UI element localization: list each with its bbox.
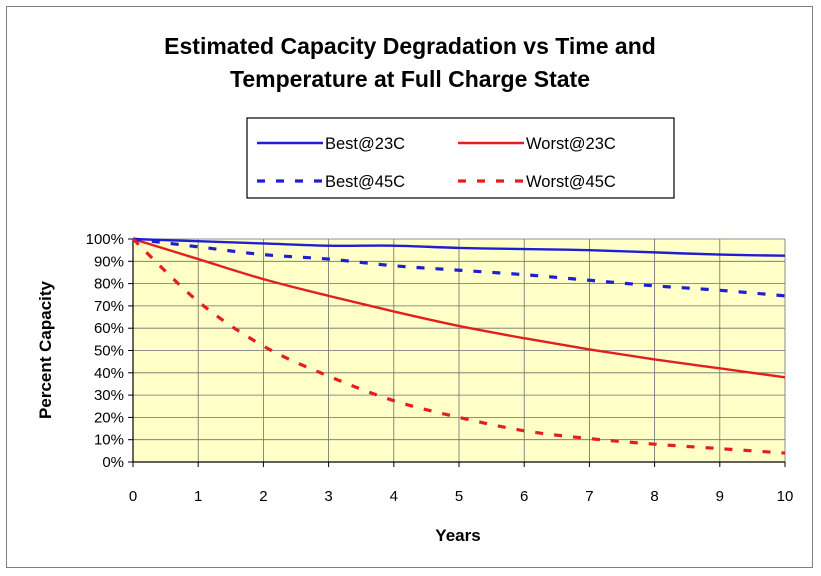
legend-label-worst-45c: Worst@45C bbox=[526, 173, 616, 191]
series-line-best-23c bbox=[132, 237, 786, 257]
x-tick-label: 10 bbox=[777, 488, 794, 505]
series-line-best-45c bbox=[132, 237, 786, 298]
y-tick-label: 30% bbox=[94, 387, 124, 404]
y-axis-title: Percent Capacity bbox=[36, 280, 55, 418]
y-tick-label: 70% bbox=[94, 298, 124, 315]
x-tick-label: 1 bbox=[194, 488, 202, 505]
y-tick-label: 60% bbox=[94, 320, 124, 337]
legend-label-best-45c: Best@45C bbox=[325, 173, 405, 191]
series-line-worst-23c bbox=[132, 237, 786, 379]
x-tick-label: 8 bbox=[650, 488, 658, 505]
x-tick-label: 4 bbox=[390, 488, 398, 505]
x-tick-label: 7 bbox=[585, 488, 593, 505]
series-lines bbox=[131, 237, 786, 455]
legend-label-worst-23c: Worst@23C bbox=[526, 135, 616, 153]
x-tick-label: 2 bbox=[259, 488, 267, 505]
y-tick-label: 100% bbox=[86, 231, 124, 248]
x-tick-label: 5 bbox=[455, 488, 463, 505]
x-tick-labels: 0 1 2 3 4 5 6 7 8 9 10 bbox=[129, 488, 794, 505]
y-tick-label: 40% bbox=[94, 365, 124, 382]
x-tick-label: 6 bbox=[520, 488, 528, 505]
x-tick-label: 3 bbox=[324, 488, 332, 505]
y-tick-label: 10% bbox=[94, 432, 124, 449]
axes bbox=[128, 238, 786, 467]
legend-label-best-23c: Best@23C bbox=[325, 135, 405, 153]
x-tick-label: 9 bbox=[716, 488, 724, 505]
y-tick-label: 20% bbox=[94, 409, 124, 426]
y-tick-label: 50% bbox=[94, 343, 124, 360]
legend: Best@23C Worst@23C Best@45C Worst@45C bbox=[246, 117, 675, 199]
chart-title-line-1: Estimated Capacity Degradation vs Time a… bbox=[164, 33, 656, 59]
legend-box bbox=[246, 117, 675, 199]
x-tick-label: 0 bbox=[129, 488, 137, 505]
chart-title-line-2: Temperature at Full Charge State bbox=[230, 66, 590, 92]
y-tick-label: 0% bbox=[102, 454, 124, 471]
y-tick-label: 80% bbox=[94, 276, 124, 293]
series-line-worst-45c bbox=[131, 237, 786, 455]
y-tick-label: 90% bbox=[94, 253, 124, 270]
y-tick-labels: 0% 10% 20% 30% 40% 50% 60% 70% 80% 90% 100% bbox=[86, 231, 124, 471]
x-axis-title: Years bbox=[435, 526, 480, 545]
